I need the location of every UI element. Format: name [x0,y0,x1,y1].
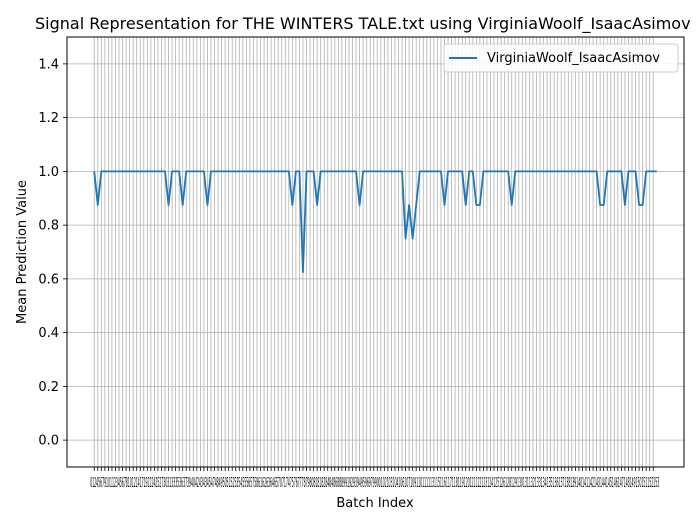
series-line [93,170,657,274]
y-tick-label: 0.2 [38,380,59,395]
y-axis-label: Mean Prediction Value [15,180,30,324]
x-tick-labels: 0124567910112345678101214171922242527303… [90,476,659,491]
x-gridlines [93,37,654,467]
legend-box [443,43,679,73]
y-axis-ticks: 0.0 0.2 0.4 0.6 0.8 1.0 1.2 1.4 [38,57,67,449]
x-axis-ticks [93,467,654,471]
legend-entry: VirginiaWoolf_IsaacAsimov [487,51,660,66]
y-gridlines [67,63,684,441]
y-tick-label: 1.4 [38,57,59,72]
y-tick-label: 0.6 [38,272,59,287]
y-tick-label: 0.0 [38,434,59,449]
series-layer [93,170,657,274]
chart-title: Signal Representation for THE WINTERS TA… [35,14,691,34]
y-tick-label: 1.2 [38,111,59,126]
plot-frame [66,36,685,468]
y-tick-label: 0.8 [38,219,59,234]
x-axis-label: Batch Index [336,496,414,511]
legend: VirginiaWoolf_IsaacAsimov [443,43,679,73]
y-tick-label: 1.0 [38,165,59,180]
y-tick-label: 0.4 [38,326,59,341]
